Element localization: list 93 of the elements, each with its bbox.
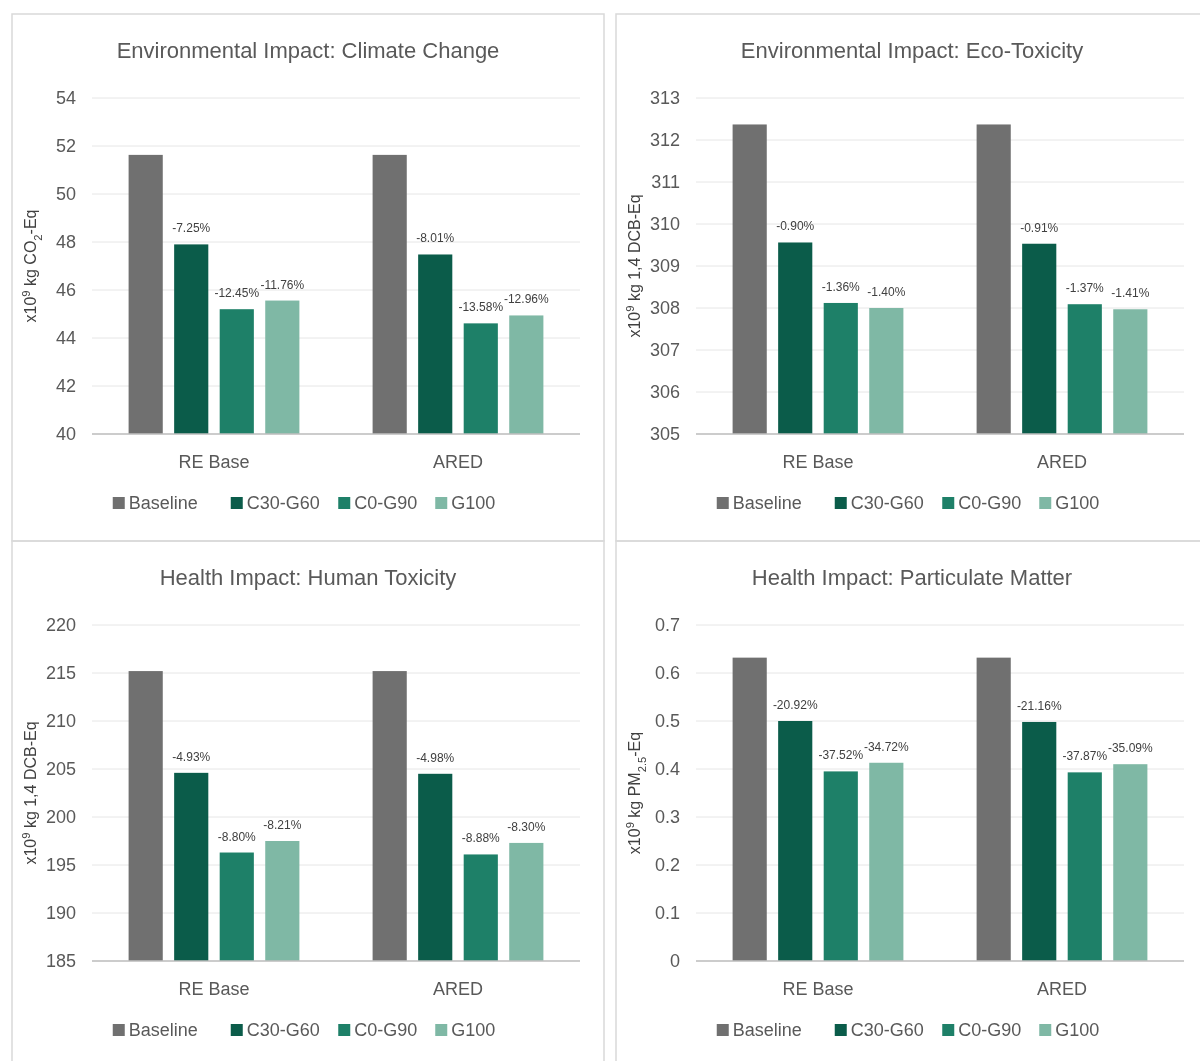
y-tick-label: 46 — [55, 280, 76, 301]
annotation: -8.30% — [507, 819, 546, 834]
annotation: -12.45% — [214, 286, 260, 301]
y-tick-label: 54 — [55, 88, 76, 109]
y-tick-label: 50 — [55, 184, 76, 205]
bar — [778, 721, 813, 961]
y-tick-label: 48 — [55, 232, 76, 253]
chart-title: Health Impact: Human Toxicity — [159, 565, 457, 590]
y-tick-label: 52 — [55, 136, 76, 157]
annotation: -35.09% — [1107, 741, 1153, 756]
y-tick-label: 0.6 — [654, 663, 680, 684]
annotation: -20.92% — [772, 698, 818, 712]
y-tick-label: 309 — [649, 256, 680, 277]
y-tick-label: 190 — [45, 903, 76, 924]
y-tick-label: 44 — [55, 328, 76, 349]
bar — [1022, 721, 1057, 961]
y-tick-label: 200 — [45, 807, 76, 828]
annotation: -4.93% — [172, 749, 211, 764]
chart-title: Health Impact: Particulate Matter — [751, 565, 1073, 590]
bar — [1067, 772, 1102, 961]
x-tick-label: RE Base — [178, 452, 250, 472]
y-tick-label: 313 — [649, 88, 680, 109]
annotation: -8.01% — [416, 231, 455, 246]
y-tick-label: 307 — [649, 340, 680, 361]
annotation: -34.72% — [863, 739, 909, 754]
y-tick-label: 0.4 — [654, 759, 680, 780]
legend-label: Baseline — [128, 493, 198, 514]
annotation: -1.41% — [1111, 286, 1150, 301]
annotation: -1.40% — [867, 285, 906, 299]
annotation: -8.21% — [263, 818, 302, 832]
y-tick-label: 205 — [45, 759, 76, 780]
y-tick-label: 311 — [651, 172, 680, 193]
x-tick-label: ARED — [1036, 452, 1088, 472]
legend-label: G100 — [451, 1020, 496, 1041]
legend-label: Baseline — [128, 1020, 198, 1041]
y-tick-label: 42 — [55, 376, 76, 397]
annotation: -1.37% — [1065, 281, 1105, 296]
y-tick-label: 0 — [669, 951, 680, 972]
legend-label: C0-G90 — [354, 493, 418, 514]
chart-title: Environmental Impact: Eco-Toxicity — [740, 38, 1084, 63]
bar — [976, 657, 1011, 961]
annotation: -13.58% — [458, 300, 504, 315]
y-tick-label: 0.1 — [654, 903, 680, 924]
y-tick-label: 185 — [45, 951, 76, 972]
y-tick-label: 312 — [649, 130, 680, 151]
x-tick-label: ARED — [432, 979, 484, 999]
bar — [869, 762, 904, 961]
bar — [732, 657, 767, 961]
y-tick-label: 306 — [649, 382, 680, 403]
bar — [823, 771, 858, 961]
y-tick-label: 210 — [45, 711, 76, 732]
y-tick-label: 305 — [649, 424, 680, 445]
y-tick-label: 40 — [55, 424, 76, 445]
annotation: -37.87% — [1062, 749, 1108, 764]
y-tick-label: 0.5 — [654, 711, 680, 732]
legend-label: C0-G90 — [354, 1020, 418, 1041]
annotation: -1.36% — [821, 279, 861, 294]
y-tick-label: 0.3 — [654, 807, 680, 828]
x-tick-label: ARED — [432, 452, 484, 472]
annotation: -4.98% — [416, 750, 455, 765]
legend-label: C0-G90 — [958, 493, 1022, 514]
annotation: -37.52% — [818, 748, 864, 763]
annotation: -7.25% — [172, 221, 211, 236]
legend-label: C30-G60 — [850, 1020, 924, 1041]
y-tick-label: 0.2 — [654, 855, 680, 876]
legend-label: C30-G60 — [246, 1020, 320, 1041]
x-tick-label: RE Base — [782, 452, 854, 472]
legend-label: Baseline — [732, 493, 802, 514]
y-tick-label: 0.7 — [654, 615, 680, 636]
legend-label: G100 — [1055, 493, 1100, 514]
annotation: -8.80% — [217, 829, 257, 844]
legend-label: C0-G90 — [958, 1020, 1022, 1041]
legend-label: G100 — [1055, 1020, 1100, 1041]
annotation: -12.96% — [503, 292, 549, 307]
y-tick-label: 220 — [45, 615, 76, 636]
legend-label: C30-G60 — [246, 493, 320, 514]
annotation: -0.90% — [776, 219, 815, 234]
x-tick-label: RE Base — [782, 979, 854, 999]
y-tick-label: 308 — [649, 298, 680, 319]
legend-label: G100 — [451, 493, 496, 514]
y-tick-label: 195 — [45, 855, 76, 876]
annotation: -8.88% — [461, 831, 501, 846]
y-tick-label: 215 — [45, 663, 76, 684]
annotation: -0.91% — [1020, 220, 1059, 235]
x-tick-label: RE Base — [178, 979, 250, 999]
legend-label: C30-G60 — [850, 493, 924, 514]
annotation: -11.76% — [260, 277, 305, 292]
x-tick-label: ARED — [1036, 979, 1088, 999]
chart-title: Environmental Impact: Climate Change — [116, 38, 500, 63]
y-tick-label: 310 — [649, 214, 680, 235]
bar — [1113, 764, 1148, 961]
legend-label: Baseline — [732, 1020, 802, 1041]
annotation: -21.16% — [1016, 698, 1062, 713]
